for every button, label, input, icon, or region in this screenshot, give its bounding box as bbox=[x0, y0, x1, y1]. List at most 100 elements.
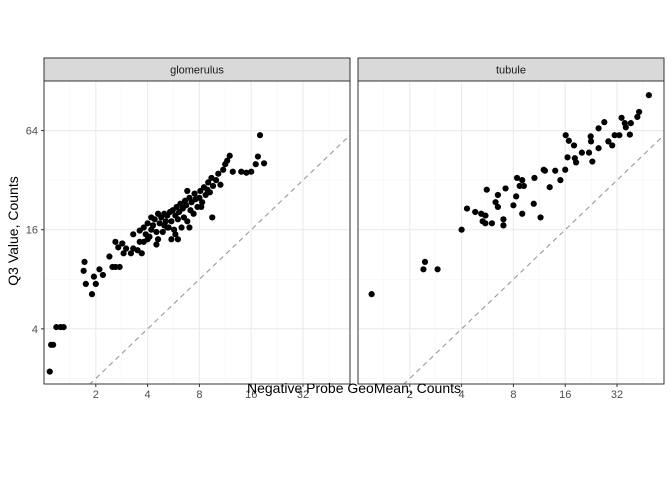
panel-tubule: tubule 2 4 8 16 32 bbox=[357, 57, 665, 401]
data-point bbox=[248, 168, 255, 175]
x-tick-label: 8 bbox=[196, 389, 202, 401]
data-point bbox=[622, 124, 629, 131]
data-point bbox=[46, 368, 53, 375]
data-point bbox=[260, 160, 268, 167]
data-point bbox=[226, 152, 233, 159]
panels-layer: glomerulus 2 4 8 16 32 4 16 64 tubule 2 4 8 16 32 bbox=[26, 57, 665, 401]
data-point bbox=[168, 218, 175, 225]
data-point bbox=[177, 200, 184, 207]
data-point bbox=[153, 228, 160, 236]
x-tick-label: 2 bbox=[407, 389, 413, 401]
data-point bbox=[531, 174, 538, 182]
data-point bbox=[434, 266, 441, 273]
data-point bbox=[421, 258, 429, 266]
data-point bbox=[209, 214, 216, 221]
data-point bbox=[186, 224, 193, 231]
data-point bbox=[537, 214, 544, 221]
data-point bbox=[238, 168, 245, 175]
data-point bbox=[482, 212, 489, 219]
data-point bbox=[123, 245, 130, 252]
y-axis-title: Q3 Value, Counts bbox=[5, 176, 21, 285]
data-point bbox=[144, 220, 151, 227]
data-point bbox=[605, 138, 612, 145]
data-point bbox=[191, 190, 198, 197]
data-point bbox=[53, 323, 60, 331]
data-point bbox=[140, 224, 147, 231]
data-point bbox=[562, 132, 569, 139]
data-point bbox=[611, 132, 618, 139]
data-point bbox=[483, 186, 490, 193]
data-point bbox=[217, 181, 224, 188]
data-point bbox=[60, 323, 67, 331]
data-point bbox=[208, 174, 215, 182]
data-point bbox=[618, 114, 625, 121]
data-point bbox=[636, 108, 643, 116]
data-point bbox=[420, 266, 427, 273]
data-point bbox=[587, 133, 594, 140]
facet-strip bbox=[43, 57, 351, 82]
reference-line bbox=[403, 134, 664, 384]
data-point bbox=[243, 169, 250, 176]
facet-strip bbox=[357, 57, 665, 82]
data-point bbox=[106, 253, 113, 260]
data-point bbox=[502, 185, 509, 192]
data-point bbox=[116, 263, 123, 271]
data-point bbox=[198, 203, 205, 211]
data-point bbox=[557, 177, 564, 184]
data-point bbox=[99, 271, 107, 279]
data-point bbox=[178, 224, 185, 231]
data-point bbox=[562, 166, 569, 173]
data-point bbox=[570, 142, 578, 149]
data-point bbox=[119, 240, 126, 247]
data-point bbox=[616, 132, 623, 139]
data-point bbox=[520, 182, 527, 190]
data-point bbox=[519, 210, 526, 217]
facet-strip-label: tubule bbox=[496, 65, 526, 77]
data-point bbox=[546, 184, 553, 191]
data-point bbox=[112, 238, 119, 245]
data-point bbox=[190, 210, 197, 217]
y-tick-label: 64 bbox=[26, 126, 38, 138]
data-point bbox=[148, 214, 155, 221]
data-point bbox=[205, 179, 212, 186]
data-point bbox=[482, 220, 489, 227]
panel-background bbox=[358, 81, 664, 384]
data-point bbox=[252, 161, 259, 168]
panel-plot-area bbox=[46, 132, 350, 384]
data-point bbox=[130, 231, 137, 238]
data-point bbox=[159, 228, 166, 236]
data-point bbox=[82, 280, 89, 287]
x-axis-title: Negative Probe GeoMean, Counts bbox=[247, 380, 461, 396]
data-point bbox=[254, 153, 262, 160]
data-point bbox=[585, 149, 593, 156]
data-point bbox=[90, 273, 98, 280]
data-point bbox=[494, 203, 501, 211]
x-tick-label: 32 bbox=[611, 389, 623, 401]
data-point bbox=[199, 199, 206, 206]
data-point bbox=[172, 231, 179, 238]
data-point bbox=[513, 174, 521, 182]
data-point bbox=[565, 137, 572, 144]
data-point bbox=[168, 236, 175, 243]
data-point bbox=[80, 267, 87, 274]
data-point bbox=[589, 158, 596, 165]
data-point bbox=[184, 218, 191, 225]
data-point bbox=[164, 224, 171, 231]
data-point bbox=[595, 125, 602, 132]
data-point bbox=[120, 250, 127, 257]
data-point bbox=[609, 142, 616, 149]
data-point bbox=[220, 166, 227, 173]
data-point bbox=[162, 218, 169, 225]
data-point bbox=[153, 241, 160, 248]
data-point bbox=[209, 182, 217, 190]
data-point bbox=[215, 170, 222, 177]
x-tick-label: 4 bbox=[459, 389, 465, 401]
y-tick-label: 16 bbox=[26, 225, 38, 237]
data-point bbox=[196, 194, 203, 201]
data-point bbox=[224, 157, 231, 164]
data-point bbox=[492, 199, 499, 206]
panel-plot-area bbox=[368, 92, 664, 384]
x-tick-label: 4 bbox=[145, 389, 151, 401]
data-point bbox=[50, 341, 57, 348]
